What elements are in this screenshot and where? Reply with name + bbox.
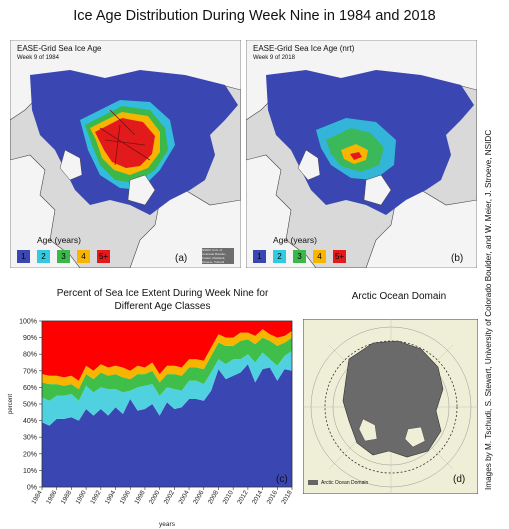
legend-box-5: 5+ [333,250,346,263]
x-tick-label: 2018 [280,489,293,505]
x-tick-label: 1988 [60,489,73,505]
area-series-1 [42,364,292,487]
x-tick-label: 1998 [133,489,146,505]
panel-label-d: (d) [453,474,466,485]
x-tick-label: 2000 [148,489,161,505]
legend-label-2: 2 [277,252,282,261]
area-series-2 [42,350,292,426]
legend-label-4: 4 [317,252,322,261]
panel-label-b: (b) [451,253,464,264]
panel-label-c: (c) [276,474,288,485]
y-tick-label: 80% [23,352,37,359]
x-tick-label: 1992 [89,489,102,505]
y-tick-label: 50% [23,402,37,409]
x-tick-label: 2002 [163,489,176,505]
y-tick-label: 60% [23,385,37,392]
legend-label-3: 3 [61,252,66,261]
domain-legend-label: Arctic Ocean Domain [321,480,369,486]
y-tick-label: 30% [23,435,37,442]
domain-title: Arctic Ocean Domain [351,291,447,302]
x-tick-label: 2010 [222,489,235,505]
y-tick-label: 40% [23,418,37,425]
ice-age-map-1984: EASE-Grid Sea Ice Age Week 9 of 1984 Age… [10,40,241,268]
map-b-subtitle: Week 9 of 2018 [253,55,295,61]
y-tick-label: 100% [19,319,37,326]
area-series-4 [42,329,292,390]
side-credit: Images by M. Tschudi, S. Stewart, Univer… [484,129,493,490]
domain-legend-swatch [308,480,318,486]
ice-age-map-2018: EASE-Grid Sea Ice Age (nrt) Week 9 of 20… [246,40,477,268]
chart-title-line-2: Different Age Classes [114,301,211,312]
map-b-legend-title: Age (years) [273,235,317,245]
chart-title-line-1: Percent of Sea Ice Extent During Week Ni… [56,288,269,299]
y-tick-label: 20% [23,451,37,458]
arctic-ocean-domain-map: Arctic Ocean Domain (d) [302,318,479,495]
map-a-legend-title: Age (years) [37,235,81,245]
x-tick-label: 2006 [192,489,205,505]
legend-box-4: 4 [313,250,326,263]
map-b-title: EASE-Grid Sea Ice Age (nrt) [253,44,355,53]
legend-label-5: 5+ [98,252,109,261]
x-tick-label: 2014 [251,489,264,505]
legend-box-2: 2 [37,250,50,263]
legend-box-5: 5+ [97,250,110,263]
x-tick-label: 2008 [207,489,220,505]
area-series-5 [42,321,292,381]
domain-map-graphic [302,318,479,495]
x-tick-label: 2016 [266,489,279,505]
x-tick-label: 2012 [236,489,249,505]
legend-box-3: 3 [293,250,306,263]
map-a-title: EASE-Grid Sea Ice Age [17,44,102,53]
x-tick-label: 1990 [75,489,88,505]
map-a-subtitle: Week 9 of 1984 [17,55,59,61]
legend-box-1: 1 [17,250,30,263]
x-axis-label: years [159,521,176,528]
x-tick-label: 2004 [177,489,190,505]
legend-label-2: 2 [41,252,46,261]
y-tick-label: 70% [23,368,37,375]
x-tick-label: 1984 [30,489,43,505]
legend-box-3: 3 [57,250,70,263]
legend-box-4: 4 [77,250,90,263]
legend-box-2: 2 [273,250,286,263]
chart-title: Percent of Sea Ice Extent During Week Ni… [20,287,305,313]
panel-label-a: (a) [175,253,188,264]
area-series-3 [42,337,292,401]
map-2018-graphic [246,40,477,268]
legend-label-1: 1 [257,252,262,261]
legend-label-3: 3 [297,252,302,261]
legend-box-1: 1 [253,250,266,263]
legend-label-5: 5+ [334,252,345,261]
y-axis-label: percent [8,394,14,414]
legend-label-4: 4 [81,252,86,261]
map-a-credit-box: NSIDC Univ. of Colorado Boulder, Fowler,… [202,248,234,264]
legend-label-1: 1 [21,252,26,261]
map-1984-graphic [10,40,241,268]
x-tick-label: 1986 [45,489,58,505]
domain-legend: Arctic Ocean Domain [308,480,368,486]
x-tick-label: 1994 [104,489,117,505]
x-tick-label: 1996 [119,489,132,505]
y-tick-label: 0% [27,485,37,492]
y-tick-label: 10% [23,468,37,475]
age-class-chart: 0%10%20%30%40%50%60%70%80%90%100%1984 198… [8,319,294,529]
main-title: Ice Age Distribution During Week Nine in… [73,8,436,24]
y-tick-label: 90% [23,335,37,342]
